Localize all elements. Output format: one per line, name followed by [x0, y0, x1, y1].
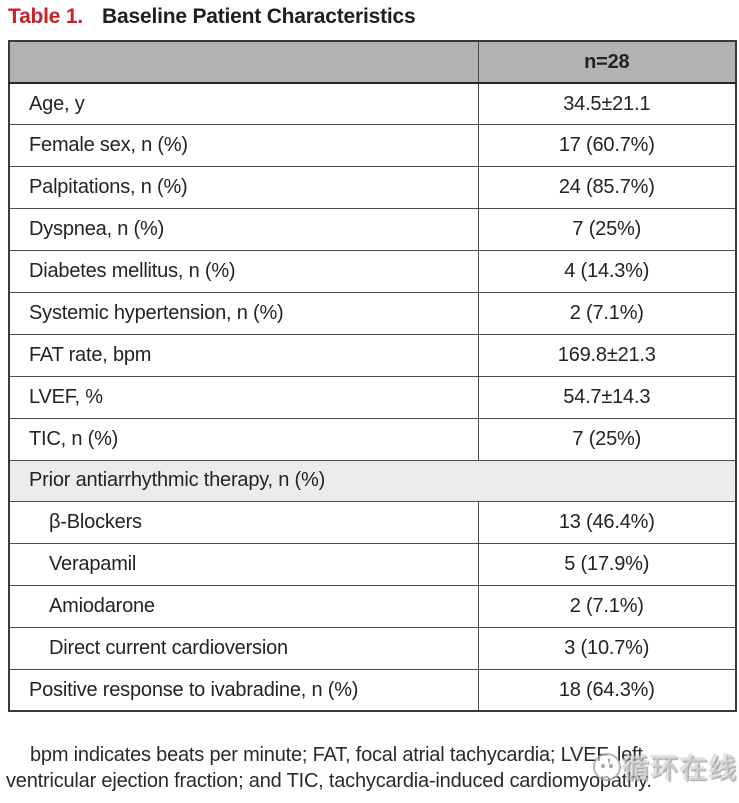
row-label: TIC, n (%)	[8, 417, 479, 461]
row-value: 13 (46.4%)	[477, 501, 737, 545]
row-label: Age, y	[8, 82, 479, 126]
footnote-line-1: bpm indicates beats per minute; FAT, foc…	[30, 744, 643, 766]
row-value: 4 (14.3%)	[477, 250, 737, 293]
row-value: 17 (60.7%)	[477, 124, 737, 168]
table-row: Verapamil 5 (17.9%)	[8, 543, 737, 587]
table-header-row: n=28	[8, 40, 737, 84]
header-n-cell: n=28	[477, 40, 737, 84]
table-row: Amiodarone 2 (7.1%)	[8, 585, 737, 629]
row-label: Positive response to ivabradine, n (%)	[8, 668, 479, 712]
table-row: TIC, n (%) 7 (25%)	[8, 417, 737, 461]
row-value: 54.7±14.3	[477, 375, 737, 419]
table-section-row: Prior antiarrhythmic therapy, n (%)	[8, 459, 737, 503]
row-value: 3 (10.7%)	[477, 627, 737, 670]
table-number-label: Table 1.	[8, 5, 84, 28]
footnote-line-2: ventricular ejection fraction; and TIC, …	[6, 770, 652, 792]
row-label: LVEF, %	[8, 375, 479, 419]
baseline-characteristics-table: n=28 Age, y 34.5±21.1 Female sex, n (%) …	[8, 40, 737, 713]
row-value: 2 (7.1%)	[477, 585, 737, 629]
table-title: Table 1. Baseline Patient Characteristics	[8, 5, 416, 29]
row-value: 2 (7.1%)	[477, 291, 737, 335]
table-row: Systemic hypertension, n (%) 2 (7.1%)	[8, 291, 737, 335]
table-row: Palpitations, n (%) 24 (85.7%)	[8, 166, 737, 210]
row-value: 24 (85.7%)	[477, 166, 737, 210]
table-row: Female sex, n (%) 17 (60.7%)	[8, 124, 737, 168]
table-row: Positive response to ivabradine, n (%) 1…	[8, 668, 737, 712]
table-row: Diabetes mellitus, n (%) 4 (14.3%)	[8, 250, 737, 293]
row-value: 18 (64.3%)	[477, 668, 737, 712]
row-value: 7 (25%)	[477, 208, 737, 252]
row-value: 34.5±21.1	[477, 82, 737, 126]
row-label: Female sex, n (%)	[8, 124, 479, 168]
row-value: 5 (17.9%)	[477, 543, 737, 587]
row-label: Direct current cardioversion	[8, 627, 479, 670]
header-empty-cell	[8, 40, 479, 84]
row-label: Palpitations, n (%)	[8, 166, 479, 210]
table-row: FAT rate, bpm 169.8±21.3	[8, 333, 737, 377]
row-value: 169.8±21.3	[477, 333, 737, 377]
row-label: Diabetes mellitus, n (%)	[8, 250, 479, 293]
section-row-label: Prior antiarrhythmic therapy, n (%)	[8, 459, 737, 503]
table-row: Dyspnea, n (%) 7 (25%)	[8, 208, 737, 252]
table-title-text: Baseline Patient Characteristics	[102, 5, 416, 28]
row-label: Dyspnea, n (%)	[8, 208, 479, 252]
row-label: FAT rate, bpm	[8, 333, 479, 377]
row-label: Verapamil	[8, 543, 479, 587]
row-label: β-Blockers	[8, 501, 479, 545]
table-row: Direct current cardioversion 3 (10.7%)	[8, 627, 737, 670]
table-row: LVEF, % 54.7±14.3	[8, 375, 737, 419]
table-row: β-Blockers 13 (46.4%)	[8, 501, 737, 545]
row-label: Amiodarone	[8, 585, 479, 629]
row-value: 7 (25%)	[477, 417, 737, 461]
table-footnote: bpm indicates beats per minute; FAT, foc…	[6, 742, 732, 794]
table-row: Age, y 34.5±21.1	[8, 82, 737, 126]
row-label: Systemic hypertension, n (%)	[8, 291, 479, 335]
